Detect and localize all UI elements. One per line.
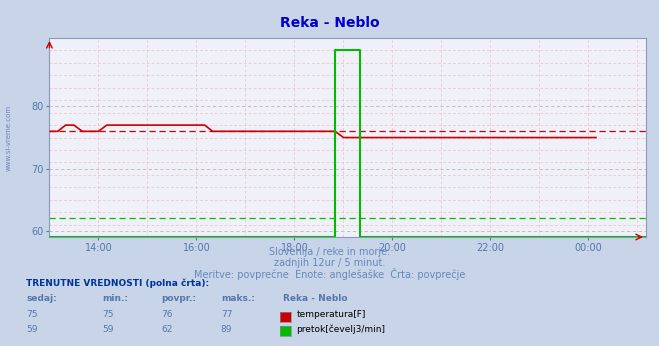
Text: Slovenija / reke in morje.: Slovenija / reke in morje. [269, 247, 390, 257]
Text: TRENUTNE VREDNOSTI (polna črta):: TRENUTNE VREDNOSTI (polna črta): [26, 279, 210, 288]
Text: Meritve: povprečne  Enote: anglešaške  Črta: povprečje: Meritve: povprečne Enote: anglešaške Črt… [194, 268, 465, 280]
Text: 59: 59 [102, 325, 113, 334]
Text: 59: 59 [26, 325, 38, 334]
Text: 62: 62 [161, 325, 173, 334]
Text: pretok[čevelj3/min]: pretok[čevelj3/min] [297, 325, 386, 334]
Text: zadnjih 12ur / 5 minut.: zadnjih 12ur / 5 minut. [273, 258, 386, 268]
Text: maks.:: maks.: [221, 294, 254, 303]
Text: 76: 76 [161, 310, 173, 319]
Text: min.:: min.: [102, 294, 128, 303]
Text: 75: 75 [26, 310, 38, 319]
Text: sedaj:: sedaj: [26, 294, 57, 303]
Text: 75: 75 [102, 310, 113, 319]
Text: Reka - Neblo: Reka - Neblo [283, 294, 348, 303]
Text: 89: 89 [221, 325, 232, 334]
Text: www.si-vreme.com: www.si-vreme.com [5, 105, 12, 172]
Text: temperatura[F]: temperatura[F] [297, 310, 366, 319]
Text: Reka - Neblo: Reka - Neblo [279, 16, 380, 29]
Text: povpr.:: povpr.: [161, 294, 196, 303]
Text: 77: 77 [221, 310, 232, 319]
